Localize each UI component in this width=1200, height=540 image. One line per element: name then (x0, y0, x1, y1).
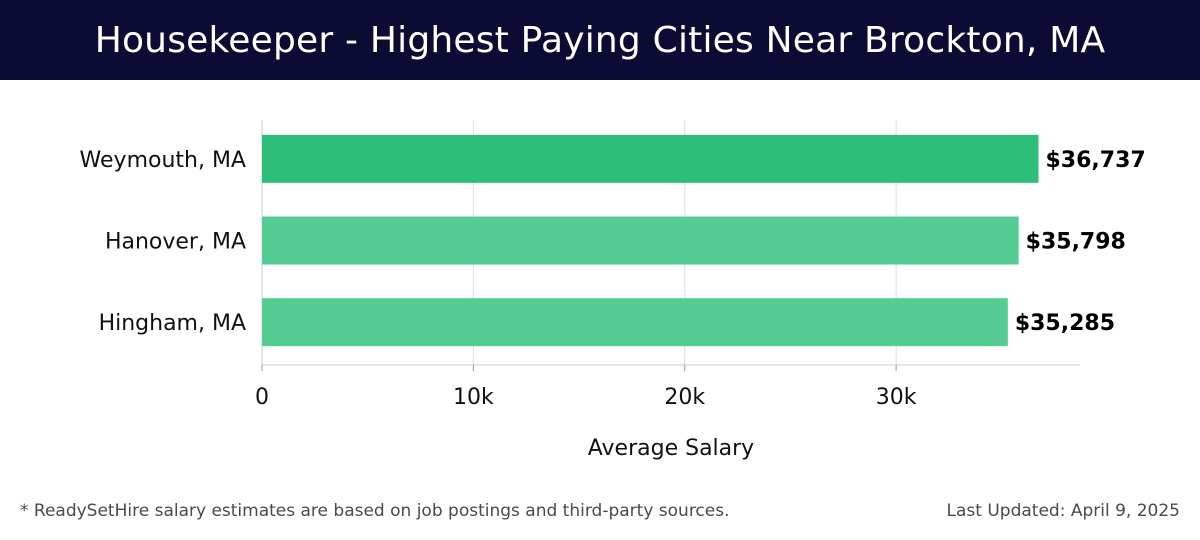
bar-chart: 0 10k 20k 30k Weymouth, MA $36,737 Hanover, MA… (80, 120, 1146, 461)
value-label: $36,737 (1046, 148, 1146, 173)
value-label: $35,285 (1015, 311, 1115, 336)
value-label: $35,798 (1026, 230, 1126, 255)
x-tick-label: 20k (664, 385, 705, 410)
bar (262, 216, 1019, 265)
category-label: Weymouth, MA (80, 148, 246, 173)
category-label: Hanover, MA (105, 230, 246, 255)
last-updated: Last Updated: April 9, 2025 (946, 501, 1180, 521)
title-bar: Housekeeper - Highest Paying Cities Near… (0, 0, 1200, 80)
x-tick-label: 10k (453, 385, 494, 410)
bar (262, 298, 1008, 347)
x-tick-label: 0 (255, 385, 269, 410)
category-label: Hingham, MA (99, 311, 246, 336)
x-axis-title: Average Salary (588, 436, 754, 461)
chart-title: Housekeeper - Highest Paying Cities Near… (94, 19, 1106, 61)
footnote: * ReadySetHire salary estimates are base… (20, 501, 730, 521)
bar (262, 134, 1039, 183)
x-tick-label: 30k (876, 385, 917, 410)
